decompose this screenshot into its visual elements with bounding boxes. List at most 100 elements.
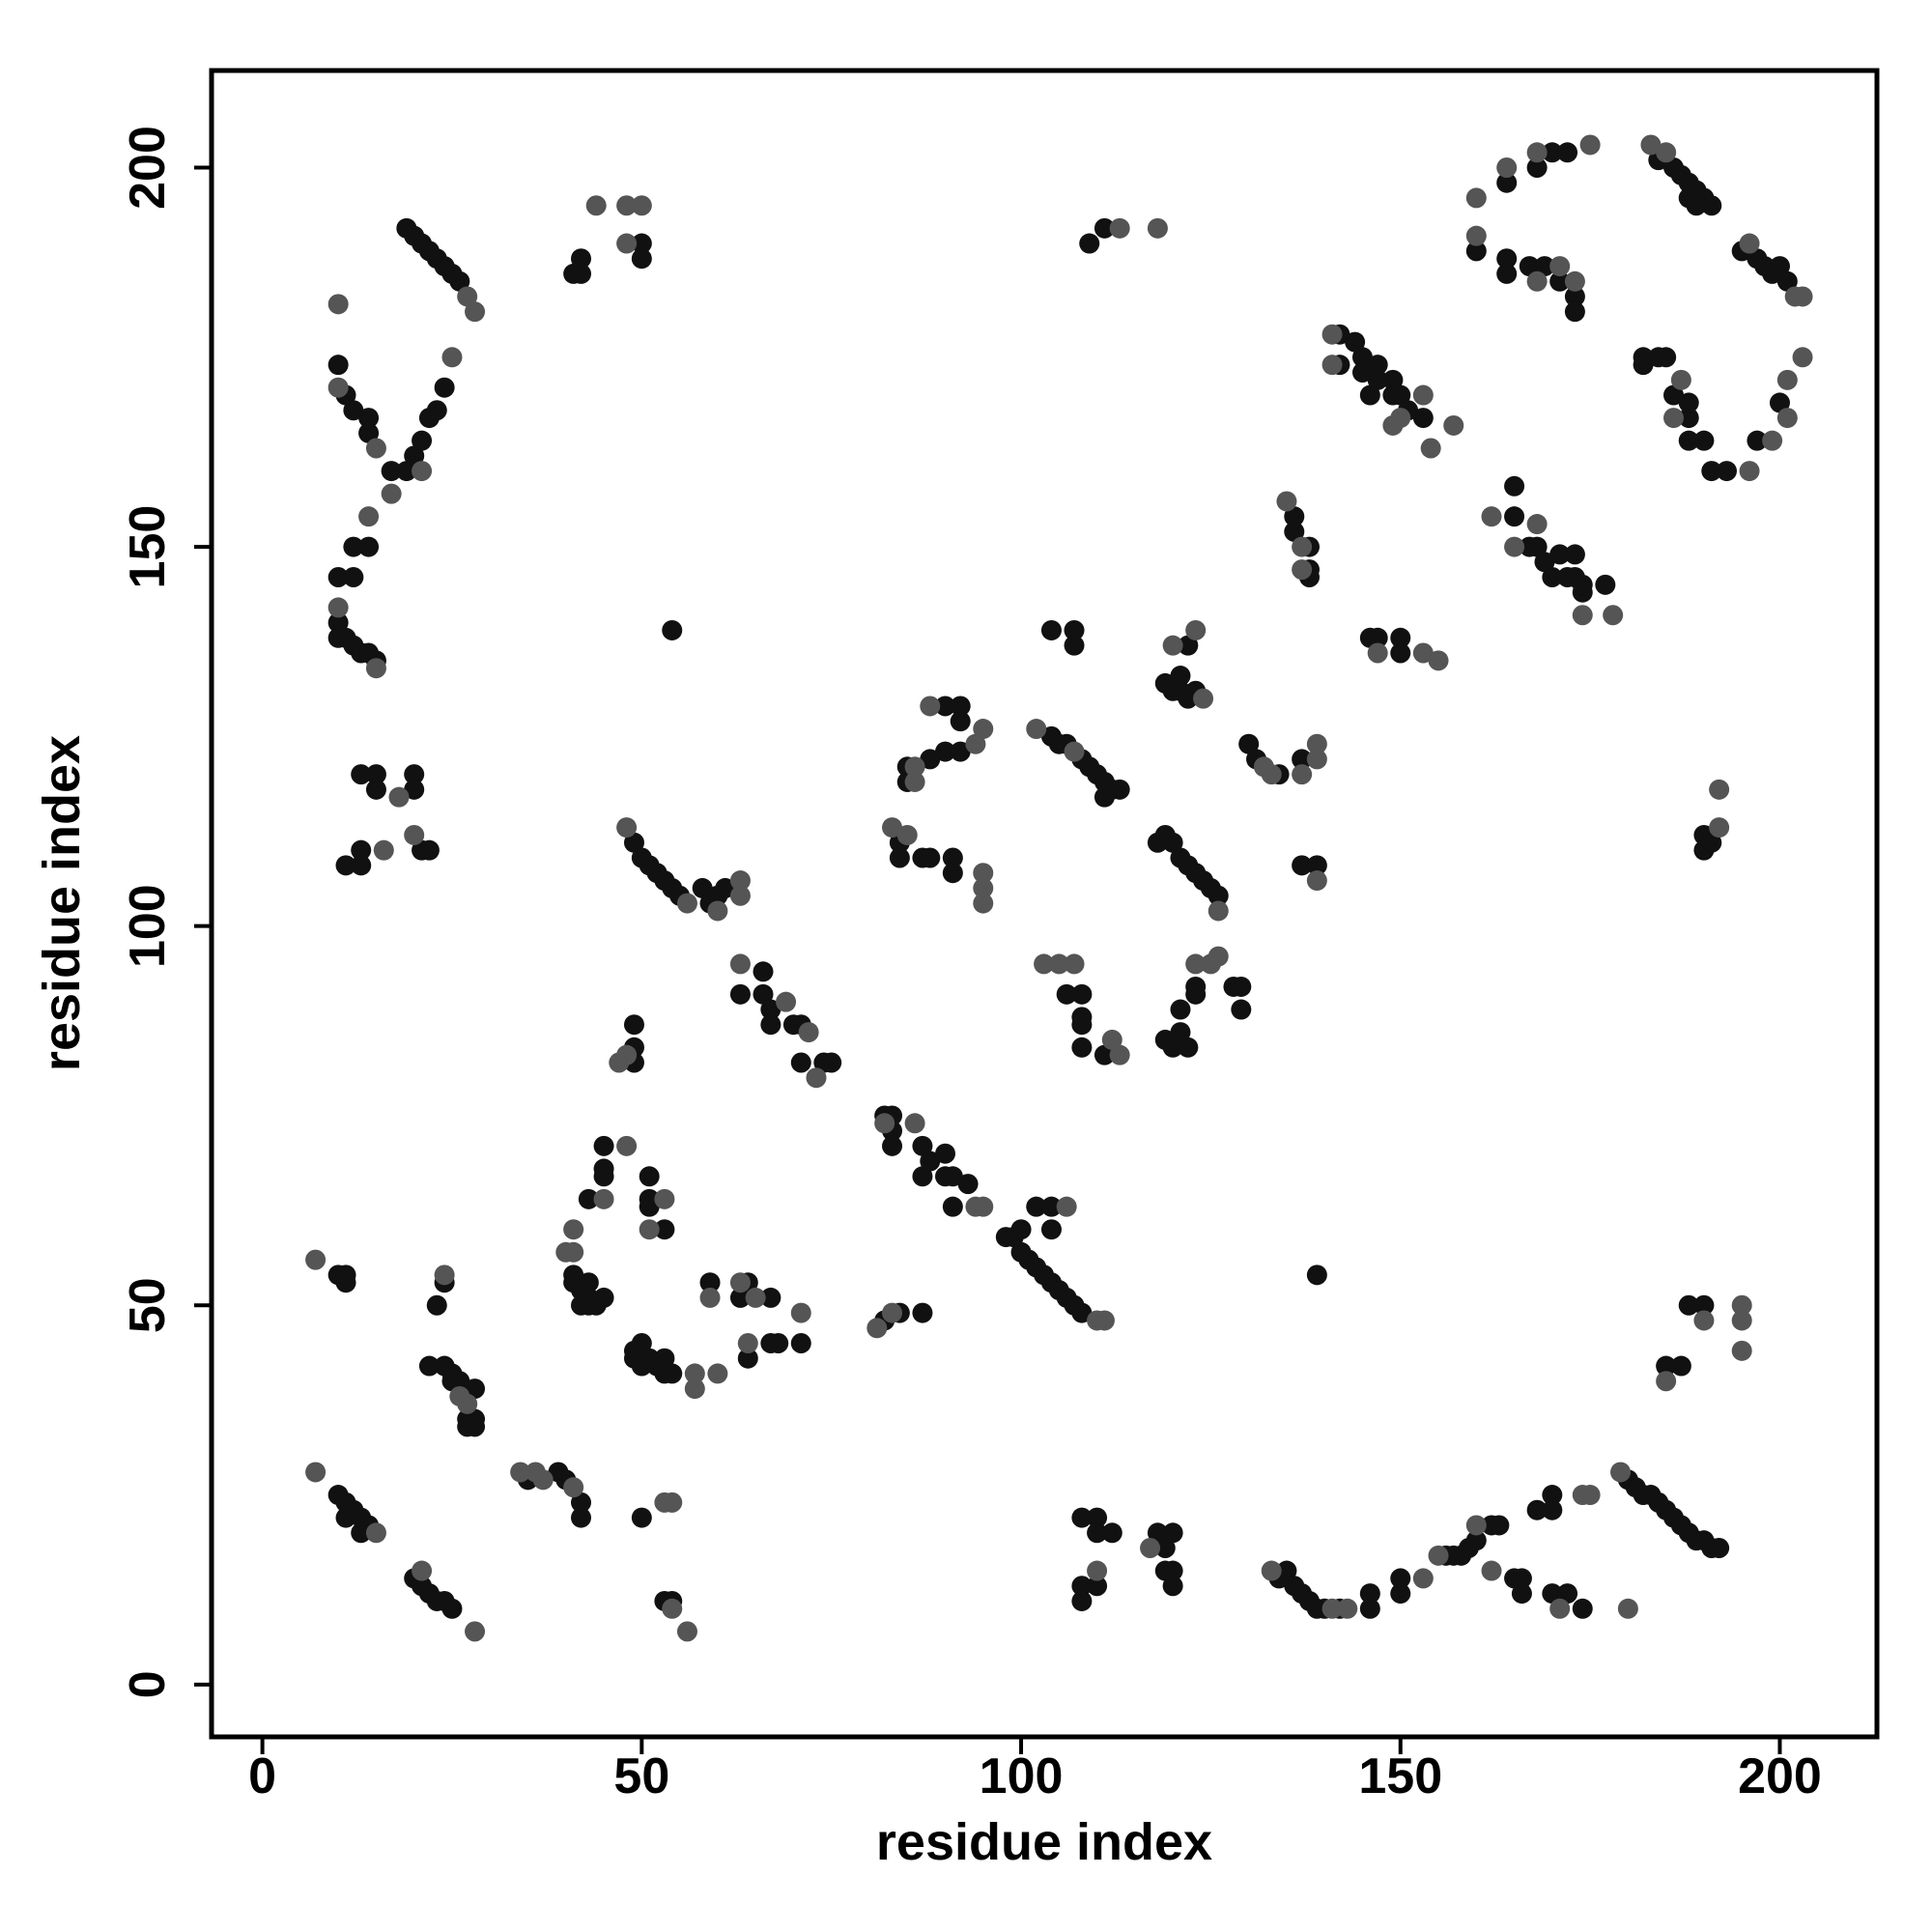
contact-point (639, 1166, 660, 1187)
contact-point (973, 877, 994, 898)
contact-point (412, 1560, 433, 1581)
contact-point (1564, 286, 1585, 307)
contact-point (1162, 1522, 1183, 1544)
axes: 0 50 100 150 200 0 50 100 150 200 (120, 126, 1822, 1804)
contact-point (1087, 1576, 1108, 1597)
contact-point (571, 248, 592, 270)
contact-point (1071, 1576, 1093, 1597)
contact-point (1481, 1560, 1502, 1581)
contact-point (1526, 157, 1548, 179)
contact-point (1071, 1014, 1093, 1036)
contact-point (1443, 414, 1464, 436)
contact-point (882, 1135, 903, 1156)
contact-point (1572, 605, 1593, 626)
contact-point (912, 1302, 933, 1323)
contact-point (388, 786, 410, 808)
contact-point (935, 741, 956, 762)
contact-point (1526, 1499, 1548, 1520)
contact-point (965, 733, 986, 754)
contact-point (1337, 1598, 1358, 1619)
contact-point (715, 877, 736, 898)
contact-point (327, 612, 349, 634)
contact-point (1542, 142, 1563, 163)
contact-point (1412, 1568, 1434, 1589)
contact-point (593, 1287, 614, 1308)
contact-point (662, 1492, 683, 1513)
contact-point (1769, 392, 1790, 413)
contact-point (1640, 134, 1662, 156)
contact-point (631, 1507, 652, 1528)
contact-point (1026, 1196, 1047, 1217)
contact-point (1572, 574, 1593, 595)
contact-point (1056, 983, 1077, 1005)
contact-point (1284, 521, 1305, 542)
contact-point (1185, 976, 1207, 997)
contact-point (654, 1348, 675, 1369)
contact-point (1564, 270, 1585, 292)
contact-point (1542, 1583, 1563, 1605)
contact-point (1094, 1310, 1115, 1331)
contact-point (874, 1113, 895, 1134)
contact-point (790, 1052, 811, 1073)
x-axis-title: residue index (876, 1813, 1212, 1871)
contact-point (1670, 1355, 1691, 1377)
contact-point (1428, 650, 1449, 671)
contact-point (616, 195, 638, 216)
contact-point (973, 719, 994, 740)
contact-point (1534, 552, 1555, 573)
contact-point (335, 1507, 356, 1528)
contact-point (753, 961, 774, 982)
contact-point (1185, 953, 1207, 975)
contact-point (1231, 976, 1252, 997)
contact-point (1747, 430, 1768, 451)
contact-point (896, 824, 918, 845)
contact-point (578, 1188, 599, 1209)
contact-point (305, 1249, 327, 1270)
contact-point (441, 347, 463, 368)
contact-point (1367, 369, 1388, 390)
contact-point (707, 900, 728, 922)
contact-point (563, 1477, 584, 1498)
contact-point (760, 1014, 781, 1036)
contact-point (1633, 355, 1654, 376)
x-tick-label: 0 (248, 1748, 276, 1804)
contact-point (1678, 392, 1699, 413)
contact-point (1382, 414, 1404, 436)
contact-point (1170, 999, 1191, 1020)
contact-point (1504, 506, 1525, 527)
contact-point (563, 1241, 584, 1263)
contact-point (1595, 574, 1616, 595)
contact-point (1048, 953, 1069, 975)
contact-point (1693, 430, 1715, 451)
contact-point (1306, 855, 1327, 876)
contact-point (768, 1333, 789, 1354)
contact-point (1040, 619, 1062, 640)
contact-point (920, 749, 941, 770)
contact-point (465, 1621, 486, 1642)
contact-point (1564, 544, 1585, 565)
contact-point (1465, 1530, 1487, 1551)
contact-point (449, 1371, 470, 1392)
contact-point (1056, 1196, 1077, 1217)
contact-point (676, 893, 697, 914)
contact-point (1693, 1294, 1715, 1316)
contact-point (1390, 642, 1411, 664)
contact-point (404, 445, 425, 467)
contact-point (1238, 733, 1260, 754)
contact-point (631, 248, 652, 270)
contact-point (578, 1272, 599, 1293)
contact-point (1769, 256, 1790, 277)
contact-point (1321, 355, 1343, 376)
contact-point (1663, 384, 1685, 406)
contact-point (1572, 1598, 1593, 1619)
contact-point (412, 461, 433, 482)
contact-point (343, 566, 364, 587)
contact-point (904, 1113, 925, 1134)
contact-point (1542, 1499, 1563, 1520)
contact-point (1284, 506, 1305, 527)
plot-frame (209, 68, 1880, 1740)
contact-point (404, 779, 425, 800)
contact-point (1526, 270, 1548, 292)
contact-point (616, 233, 638, 254)
contact-point (1178, 1037, 1199, 1058)
